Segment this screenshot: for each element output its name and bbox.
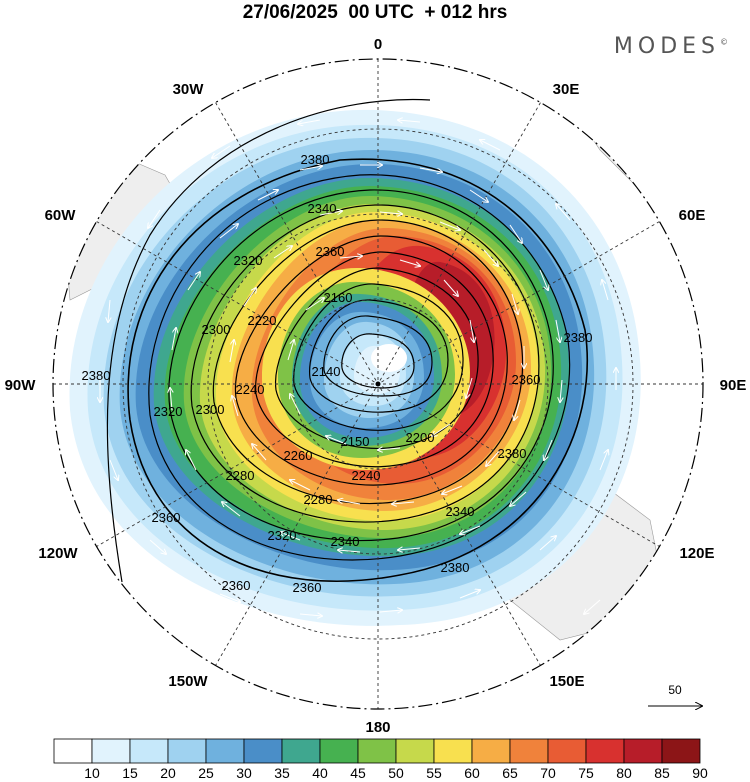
lon-label-90e: 90E — [720, 377, 747, 394]
contour-label: 2340 — [308, 201, 337, 216]
reference-vector-label: 50 — [668, 683, 682, 697]
map-boundary — [52, 58, 704, 710]
colorbar-swatch — [281, 738, 321, 764]
colorbar-swatch — [319, 738, 359, 764]
contour-label: 2360 — [293, 580, 322, 595]
contour-label: 2360 — [316, 244, 345, 259]
contour-label: 2360 — [152, 510, 181, 525]
contour-label: 2360 — [222, 578, 251, 593]
contour-label: 2320 — [234, 253, 263, 268]
colorbar-tick-label: 65 — [502, 765, 518, 781]
colorbar-tick-label: 75 — [578, 765, 594, 781]
contour-label: 2320 — [154, 404, 183, 419]
contour-label: 2340 — [331, 534, 360, 549]
brand-text: MODES — [613, 34, 720, 59]
colorbar-swatch — [243, 738, 283, 764]
colorbar-swatch — [661, 738, 701, 764]
colorbar: 10 15 20 25 30 35 40 45 50 55 60 65 70 75 80 85 90 — [53, 738, 708, 781]
colorbar-tick-label: 30 — [236, 765, 252, 781]
colorbar-tick-label: 35 — [274, 765, 290, 781]
contour-label: 2160 — [324, 290, 353, 305]
colorbar-swatch — [205, 738, 245, 764]
colorbar-swatch — [623, 738, 663, 764]
colorbar-tick-label: 55 — [426, 765, 442, 781]
colorbar-swatch — [433, 738, 473, 764]
contour-label: 2380 — [564, 330, 593, 345]
colorbar-tick-label: 15 — [122, 765, 138, 781]
colorbar-tick-label: 70 — [540, 765, 556, 781]
colorbar-tick-label: 40 — [312, 765, 328, 781]
colorbar-swatch — [357, 738, 397, 764]
lon-label-0: 0 — [374, 36, 382, 53]
lon-label-90w: 90W — [5, 377, 37, 394]
colorbar-tick-label: 20 — [160, 765, 176, 781]
lon-label-30e: 30E — [553, 81, 580, 98]
wind-vectors — [89, 120, 662, 676]
lon-label-180: 180 — [365, 719, 390, 736]
colorbar-swatch — [53, 738, 93, 764]
lon-label-120e: 120E — [679, 545, 714, 562]
copyright-mark: © — [720, 37, 728, 47]
reference-vector: 50 — [648, 683, 702, 706]
contour-label: 2340 — [446, 504, 475, 519]
contour-labels: 2380 2340 2360 2320 2160 2220 2300 2380 … — [82, 152, 593, 595]
contour-label: 2360 — [512, 372, 541, 387]
contour-label: 2260 — [284, 448, 313, 463]
lon-label-60w: 60W — [45, 207, 77, 224]
lon-label-120w: 120W — [38, 545, 78, 562]
contour-label: 2380 — [301, 152, 330, 167]
contour-label: 2380 — [82, 368, 111, 383]
lon-label-30w: 30W — [173, 81, 205, 98]
contour-label: 2320 — [268, 528, 297, 543]
colorbar-swatch — [547, 738, 587, 764]
contour-label: 2380 — [441, 560, 470, 575]
lon-label-150w: 150W — [168, 673, 208, 690]
colorbar-swatch — [509, 738, 549, 764]
colorbar-tick-label: 80 — [616, 765, 632, 781]
colorbar-tick-label: 85 — [654, 765, 670, 781]
map-title: 27/06/2025 00 UTC + 012 hrs — [242, 2, 508, 23]
colorbar-swatch — [471, 738, 511, 764]
colorbar-tick-label: 10 — [84, 765, 100, 781]
colorbar-tick-label: 60 — [464, 765, 480, 781]
colorbar-swatch — [129, 738, 169, 764]
map-disc: 2380 2340 2360 2320 2160 2220 2300 2380 … — [53, 59, 703, 709]
wind-speed-shading — [69, 109, 641, 626]
lon-label-60e: 60E — [679, 207, 706, 224]
contour-label: 2220 — [248, 313, 277, 328]
contour-label: 2380 — [498, 446, 527, 461]
contour-label: 2300 — [196, 402, 225, 417]
colorbar-tick-label: 90 — [692, 765, 708, 781]
pole-low-core — [371, 344, 407, 372]
colorbar-tick-label: 50 — [388, 765, 404, 781]
contour-label: 2240 — [236, 382, 265, 397]
contour-label: 2300 — [202, 322, 231, 337]
contour-label: 2150 — [341, 434, 370, 449]
colorbar-swatch — [167, 738, 207, 764]
brand-logo: MODES© — [614, 34, 728, 59]
longitude-labels: 0 30E 60E 90E 120E 150E 180 150W 120W 90… — [5, 36, 747, 736]
contour-label: 2140 — [312, 364, 341, 379]
colorbar-swatch — [91, 738, 131, 764]
contour-label: 2240 — [352, 468, 381, 483]
contour-label: 2280 — [304, 492, 333, 507]
pole-marker — [375, 381, 381, 387]
colorbar-swatch — [585, 738, 625, 764]
contour-label: 2200 — [406, 430, 435, 445]
colorbar-tick-label: 25 — [198, 765, 214, 781]
colorbar-tick-label: 45 — [350, 765, 366, 781]
lon-label-150e: 150E — [549, 673, 584, 690]
colorbar-swatch — [395, 738, 435, 764]
contour-label: 2280 — [226, 468, 255, 483]
